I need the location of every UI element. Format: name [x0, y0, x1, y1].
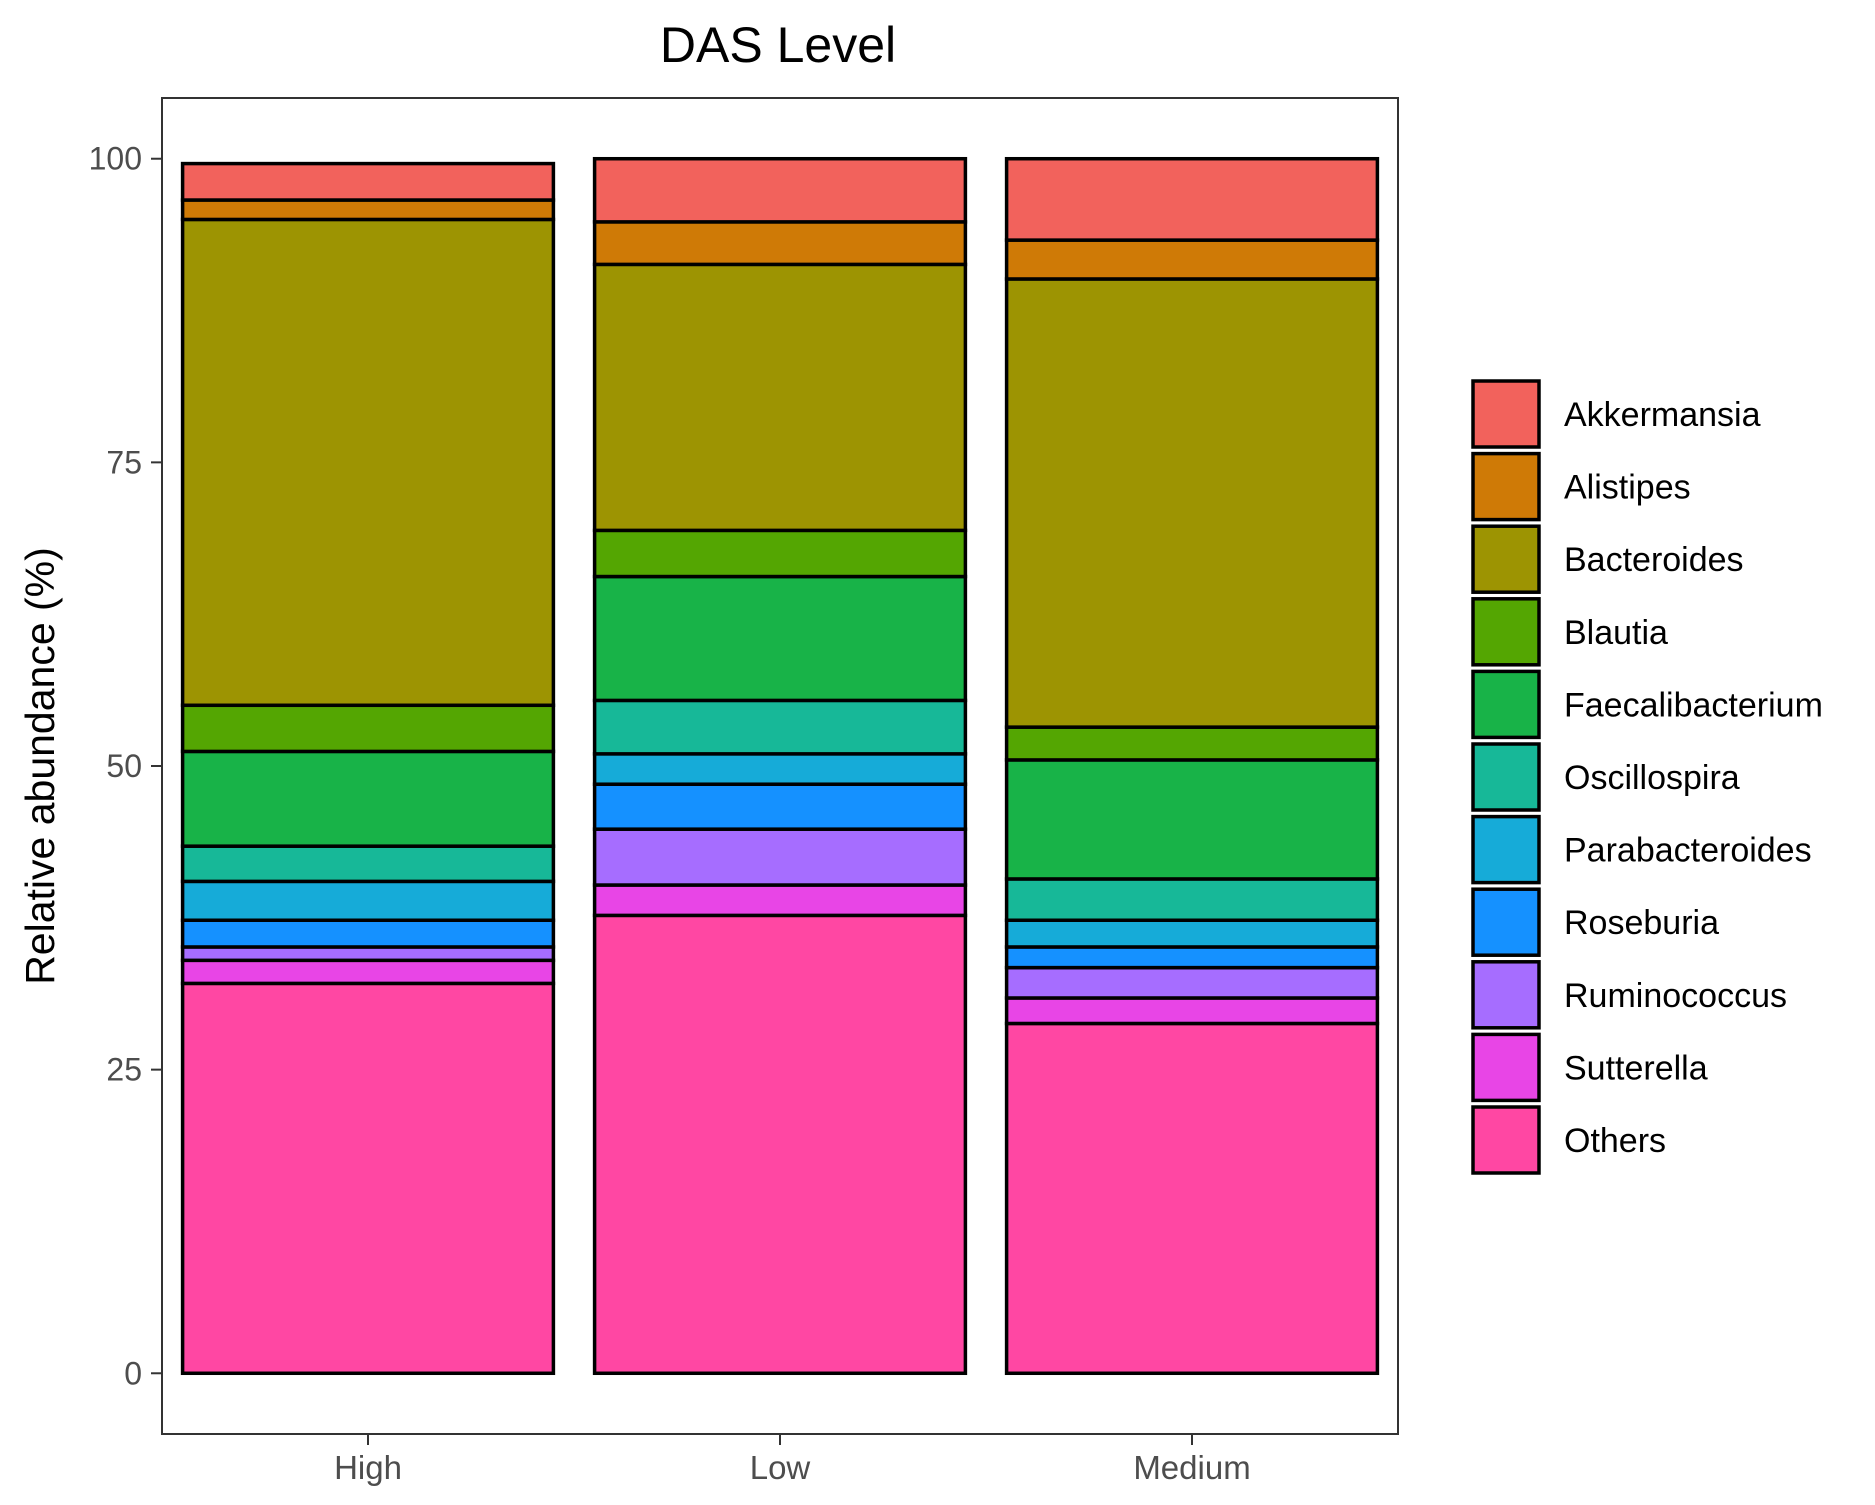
bar-segment-medium-faecalibacterium: [1004, 758, 1380, 881]
bar-segment-medium-others: [1004, 1021, 1380, 1376]
bar-segment-high-oscillospira: [180, 844, 556, 884]
bar-segment-low-oscillospira: [592, 698, 968, 756]
bar-segment-medium-parabacteroides: [1004, 918, 1380, 949]
legend-key-sutterella: [1471, 1032, 1541, 1103]
legend-label-others: Others: [1564, 1122, 1666, 1160]
bar-segment-low-alistipes: [592, 220, 968, 267]
legend-label-bacteroides: Bacteroides: [1564, 541, 1744, 579]
legend: Akkermansia Alistipes Bacteroides Blautia Fa…: [1471, 379, 1823, 1175]
x-axis: High Low Medium: [334, 1434, 1251, 1486]
legend-label-blautia: Blautia: [1564, 614, 1668, 652]
legend-label-roseburia: Roseburia: [1564, 904, 1719, 942]
bar-segment-low-bacteroides: [592, 262, 968, 533]
bar-segment-low-akkermansia: [592, 156, 968, 224]
bar-segment-high-parabacteroides: [180, 879, 556, 922]
bar-segment-high-roseburia: [180, 918, 556, 949]
legend-key-alistipes: [1471, 451, 1541, 522]
bar-segment-medium-ruminococcus: [1004, 965, 1380, 1000]
y-axis-label: Relative abundance (%): [17, 547, 63, 985]
y-tick-label-75: 75: [106, 444, 142, 480]
chart-title: DAS Level: [660, 17, 896, 73]
y-axis: 0 25 50 75 100: [89, 141, 162, 1391]
bar-segment-high-blautia: [180, 703, 556, 754]
legend-key-others: [1471, 1105, 1541, 1175]
bar-segment-low-ruminococcus: [592, 827, 968, 887]
bars-layer: [180, 156, 1380, 1376]
bar-segment-high-ruminococcus: [180, 945, 556, 963]
bar-segment-high-others: [180, 981, 556, 1376]
bar-segment-low-roseburia: [592, 782, 968, 831]
x-tick-label-medium: Medium: [1133, 1449, 1250, 1486]
bar-segment-medium-akkermansia: [1004, 156, 1380, 242]
legend-key-blautia: [1471, 597, 1541, 667]
y-tick-label-100: 100: [89, 141, 142, 177]
bar-segment-high-alistipes: [180, 198, 556, 222]
legend-key-roseburia: [1471, 887, 1541, 957]
legend-label-faecalibacterium: Faecalibacterium: [1564, 686, 1823, 724]
x-tick-label-high: High: [334, 1449, 402, 1486]
legend-key-oscillospira: [1471, 742, 1541, 812]
legend-label-akkermansia: Akkermansia: [1564, 396, 1761, 434]
bar-segment-low-blautia: [592, 528, 968, 579]
legend-label-alistipes: Alistipes: [1564, 469, 1691, 507]
bar-segment-medium-sutterella: [1004, 996, 1380, 1026]
legend-key-parabacteroides: [1471, 814, 1541, 885]
y-tick-label-25: 25: [106, 1052, 142, 1088]
legend-label-sutterella: Sutterella: [1564, 1049, 1708, 1087]
bar-segment-medium-bacteroides: [1004, 277, 1380, 729]
bar-segment-medium-roseburia: [1004, 945, 1380, 970]
bar-segment-medium-blautia: [1004, 725, 1380, 762]
y-tick-label-0: 0: [124, 1355, 142, 1391]
legend-label-oscillospira: Oscillospira: [1564, 759, 1740, 797]
legend-key-faecalibacterium: [1471, 669, 1541, 740]
legend-label-ruminococcus: Ruminococcus: [1564, 977, 1787, 1015]
bar-segment-high-faecalibacterium: [180, 749, 556, 848]
legend-key-ruminococcus: [1471, 960, 1541, 1030]
bar-segment-medium-alistipes: [1004, 238, 1380, 281]
bar-segment-high-bacteroides: [180, 217, 556, 708]
bar-segment-high-akkermansia: [180, 161, 556, 202]
bar-segment-low-parabacteroides: [592, 752, 968, 786]
legend-key-bacteroides: [1471, 524, 1541, 594]
legend-label-parabacteroides: Parabacteroides: [1564, 832, 1812, 870]
x-tick-label-low: Low: [750, 1449, 811, 1486]
bar-segment-low-faecalibacterium: [592, 574, 968, 703]
bar-segment-low-sutterella: [592, 883, 968, 918]
legend-key-akkermansia: [1471, 379, 1541, 449]
bar-segment-high-sutterella: [180, 958, 556, 986]
bar-segment-low-others: [592, 913, 968, 1376]
y-tick-label-50: 50: [106, 748, 142, 784]
bar-segment-medium-oscillospira: [1004, 877, 1380, 922]
